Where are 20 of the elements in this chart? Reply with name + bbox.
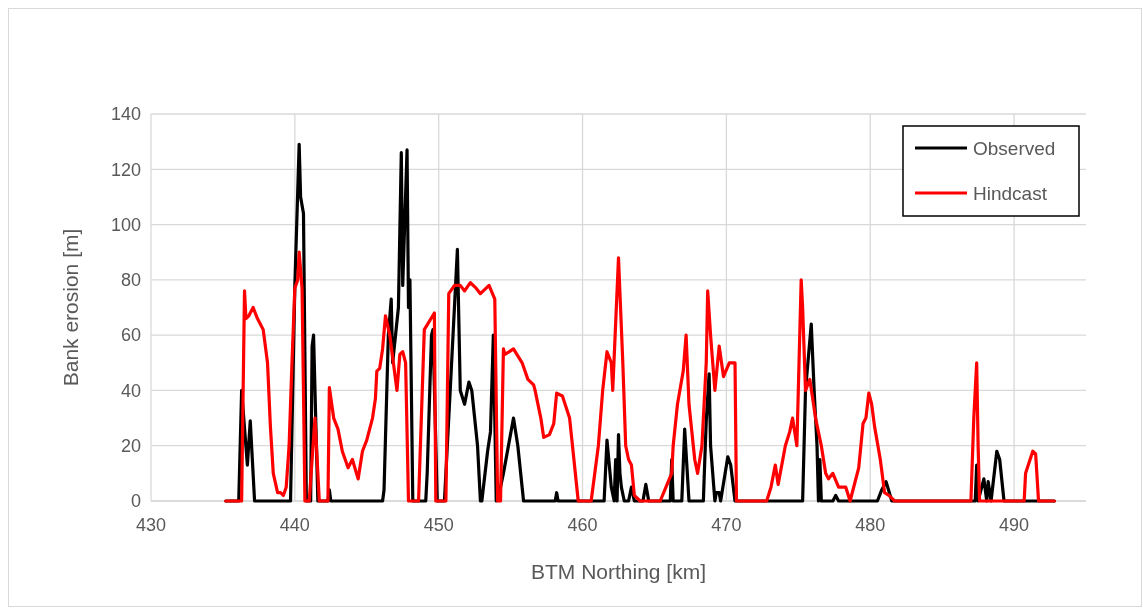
y-tick-label: 80 — [120, 270, 141, 291]
y-axis-title: Bank erosion [m] — [59, 228, 82, 387]
x-tick-label: 450 — [423, 515, 454, 535]
y-tick-label: 0 — [130, 491, 141, 512]
x-tick-label: 460 — [567, 515, 598, 535]
x-tick-label: 480 — [855, 515, 886, 535]
x-tick-label: 440 — [279, 515, 310, 535]
x-tick-label: 470 — [711, 515, 742, 535]
legend-label: Hindcast — [973, 182, 1048, 204]
legend-label: Observed — [973, 137, 1056, 159]
y-tick-label: 20 — [120, 436, 141, 457]
y-tick-label: 100 — [110, 214, 141, 235]
y-tick-label: 140 — [110, 104, 141, 125]
x-tick-label: 490 — [999, 515, 1030, 535]
x-axis-title: BTM Northing [km] — [530, 560, 707, 583]
x-tick-label: 430 — [135, 515, 167, 535]
y-tick-label: 120 — [110, 159, 141, 180]
y-tick-label: 60 — [120, 325, 141, 346]
line-series — [224, 250, 1056, 503]
y-tick-label: 40 — [120, 380, 141, 401]
